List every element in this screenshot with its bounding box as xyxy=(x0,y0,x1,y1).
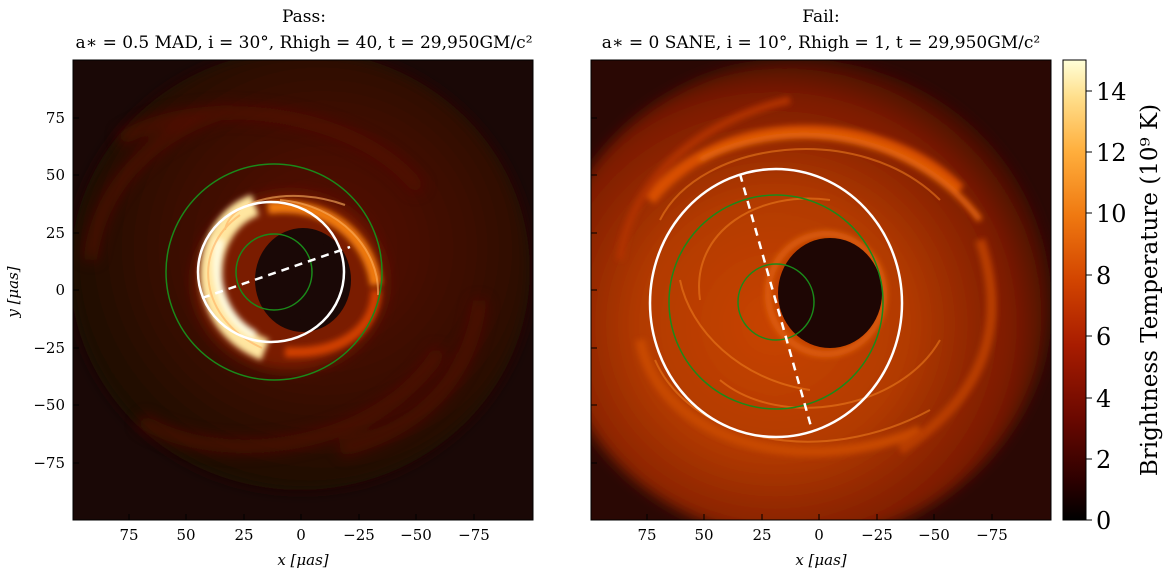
left-subtitle: a∗ = 0.5 MAD, i = 30°, Rhigh = 40, t = 2… xyxy=(75,33,532,53)
right-xlabel: x [μas] xyxy=(795,551,846,569)
left-xtick-label: 75 xyxy=(119,526,138,544)
colorbar-tick-label: 4 xyxy=(1096,385,1111,413)
left-title: Pass: xyxy=(282,7,326,27)
left-xtick-label: 25 xyxy=(234,526,253,544)
left-image xyxy=(73,60,533,520)
left-ytick-label: −75 xyxy=(33,454,65,472)
right-position-angle-line xyxy=(738,173,814,431)
right-title: Fail: xyxy=(802,7,839,27)
right-inner-bound-circle xyxy=(737,263,815,341)
right-x-axis: 75 50 25 0 −25 −50 −75 x [μas] xyxy=(591,117,1008,569)
right-fitted-ring xyxy=(648,167,904,439)
colorbar-tick-label: 6 xyxy=(1096,323,1111,351)
right-xtick-label: −75 xyxy=(976,526,1008,544)
left-inner-bound-circle xyxy=(235,233,313,311)
left-ylabel: y [μas] xyxy=(4,266,22,318)
right-image xyxy=(591,60,1051,520)
left-xtick-label: −50 xyxy=(400,526,432,544)
left-fitted-ring xyxy=(196,200,346,344)
left-xtick-label: 50 xyxy=(176,526,195,544)
left-xtick-label: −25 xyxy=(343,526,375,544)
colorbar-label: Brightness Temperature (10⁹ K) xyxy=(1137,104,1163,476)
left-ytick-label: −50 xyxy=(33,396,65,414)
left-overlays xyxy=(165,163,383,381)
left-ytick-label: 50 xyxy=(46,166,65,184)
colorbar: 0 2 4 6 8 10 12 14 Brightness Temperatur… xyxy=(1062,59,1163,535)
colorbar-tick-label: 10 xyxy=(1096,200,1127,228)
left-ytick-label: 0 xyxy=(55,281,65,299)
colorbar-tick-label: 8 xyxy=(1096,262,1111,290)
left-xlabel: x [μas] xyxy=(277,551,328,569)
left-ytick-label: 75 xyxy=(46,109,65,127)
colorbar-gradient xyxy=(1062,59,1087,521)
right-subtitle: a∗ = 0 SANE, i = 10°, Rhigh = 1, t = 29,… xyxy=(602,33,1041,53)
left-y-axis: 75 50 25 0 −25 −50 −75 y [μas] xyxy=(4,109,79,472)
left-ytick-label: −25 xyxy=(33,339,65,357)
right-panel: Fail: a∗ = 0 SANE, i = 10°, Rhigh = 1, t… xyxy=(590,7,1052,569)
colorbar-tick-label: 14 xyxy=(1096,78,1127,106)
left-xtick-label: 0 xyxy=(296,526,306,544)
left-x-axis: 75 50 25 0 −25 −50 −75 x [μas] xyxy=(119,514,490,569)
right-outer-bound-circle xyxy=(668,194,884,410)
left-panel: Pass: a∗ = 0.5 MAD, i = 30°, Rhigh = 40,… xyxy=(4,7,534,569)
right-xtick-label: 75 xyxy=(637,526,656,544)
right-xtick-label: 0 xyxy=(814,526,824,544)
left-ytick-label: 25 xyxy=(46,224,65,242)
left-xtick-label: −75 xyxy=(458,526,490,544)
right-overlays xyxy=(648,167,904,439)
right-xtick-label: 50 xyxy=(694,526,713,544)
colorbar-tick-label: 12 xyxy=(1096,139,1127,167)
colorbar-tick-label: 2 xyxy=(1096,446,1111,474)
right-xtick-label: −50 xyxy=(918,526,950,544)
left-position-angle-line xyxy=(201,245,351,300)
right-xtick-label: −25 xyxy=(861,526,893,544)
colorbar-tick-label: 0 xyxy=(1096,507,1111,535)
right-xtick-label: 25 xyxy=(752,526,771,544)
left-outer-bound-circle xyxy=(165,163,383,381)
